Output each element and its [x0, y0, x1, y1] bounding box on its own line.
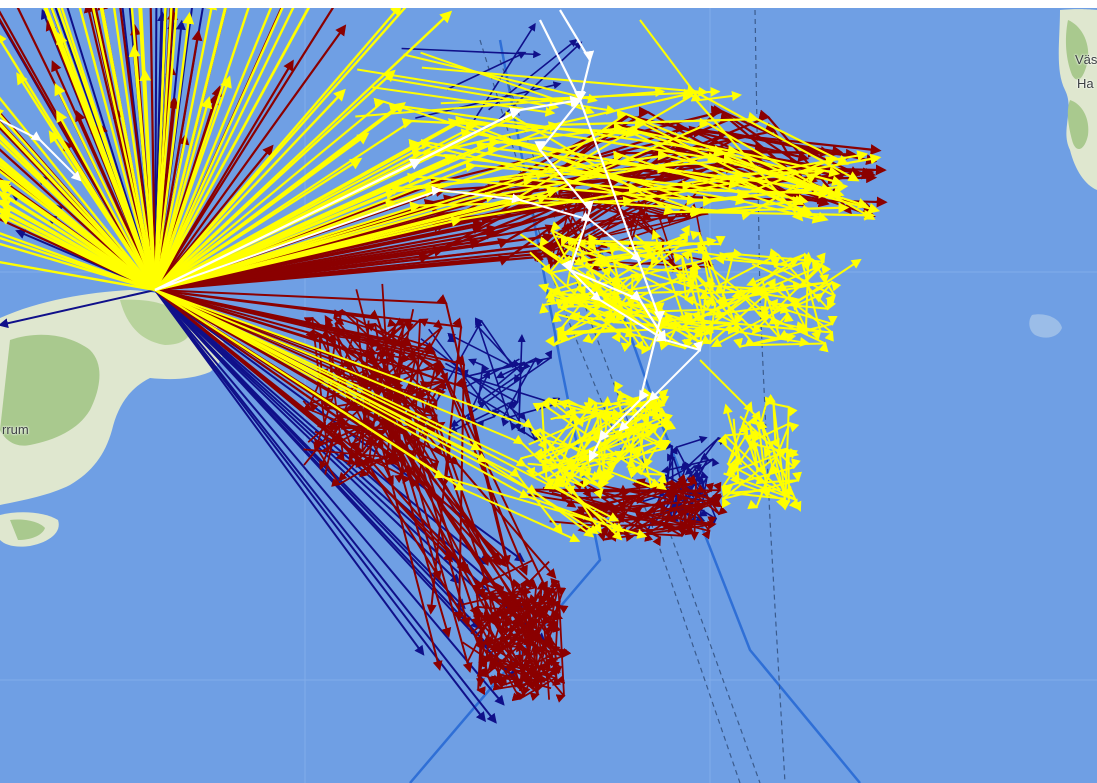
yellow-track	[0, 179, 156, 291]
yellow-track	[153, 75, 232, 291]
yellow-track	[90, 0, 157, 291]
yellow-track	[153, 0, 174, 291]
dark-red-track	[154, 0, 343, 291]
white-tracks	[0, 9, 703, 462]
dark-red-track	[348, 317, 414, 466]
yellow-track	[76, 0, 157, 291]
yellow-track	[128, 44, 157, 291]
yellow-track	[153, 11, 195, 291]
white-track	[154, 185, 642, 291]
dark-red-track	[0, 148, 156, 291]
land-islands-east	[1029, 9, 1097, 338]
navy-track	[446, 51, 527, 91]
yellow-track	[0, 232, 156, 292]
yellow-track	[153, 0, 299, 291]
yellow-track	[0, 96, 156, 291]
yellow-track	[154, 289, 623, 541]
yellow-track	[153, 0, 218, 291]
yellow-track	[153, 0, 168, 291]
yellow-track	[153, 0, 315, 291]
dark-red-track	[153, 29, 203, 291]
yellow-track	[153, 0, 179, 291]
yellow-track	[0, 214, 156, 292]
yellow-track	[154, 69, 396, 291]
yellow-track	[699, 359, 802, 512]
white-track	[0, 119, 82, 182]
yellow-track	[154, 88, 346, 291]
place-label-ha: Ha	[1077, 76, 1094, 91]
yellow-track	[57, 0, 157, 291]
dark-red-track	[466, 574, 563, 690]
yellow-track	[153, 0, 229, 291]
yellow-track	[56, 31, 157, 291]
dark-red-track	[51, 60, 157, 291]
yellow-track	[739, 258, 862, 307]
place-label-vas: Väs	[1075, 52, 1097, 67]
white-track	[569, 269, 703, 432]
yellow-track	[54, 82, 157, 291]
yellow-track	[153, 0, 253, 291]
dark-red-track	[149, 0, 157, 291]
dark-red-track	[154, 59, 294, 291]
yellow-track	[0, 236, 156, 292]
yellow-track	[153, 0, 276, 291]
yellow-track	[153, 0, 288, 291]
navy-track	[0, 289, 156, 329]
yellow-track	[0, 242, 156, 292]
yellow-track	[94, 0, 157, 291]
yellow-track	[639, 19, 742, 102]
yellow-track	[714, 248, 837, 311]
land-peninsula	[0, 290, 225, 547]
yellow-track	[111, 0, 157, 291]
place-label-arrum: rrum	[2, 422, 29, 437]
yellow-track	[0, 169, 156, 291]
yellow-track	[16, 72, 157, 291]
yellow-track	[0, 260, 156, 292]
map-top-edge	[0, 0, 1097, 8]
yellow-track	[137, 0, 157, 291]
navy-track	[154, 0, 158, 291]
dark-red-track	[154, 24, 347, 291]
yellow-track	[154, 0, 414, 291]
yellow-track	[0, 162, 156, 291]
yellow-track	[0, 199, 156, 292]
